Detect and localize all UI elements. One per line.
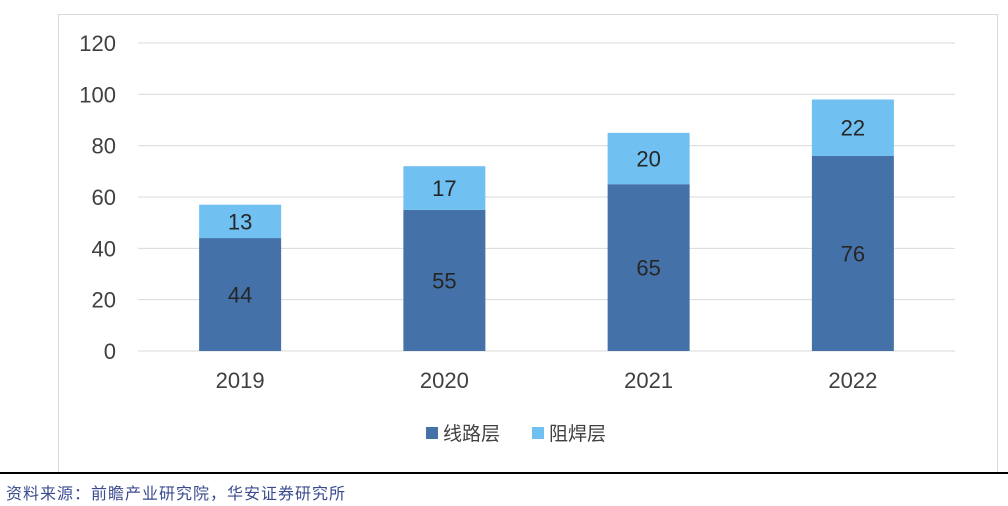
y-tick-label: 100 xyxy=(79,82,116,107)
y-axis-tick-labels: 0 20 40 60 80 100 120 xyxy=(79,31,116,364)
bar-2020-series-2 xyxy=(403,166,486,210)
data-label-2020-series-2: 17 xyxy=(432,176,456,201)
y-tick-label: 60 xyxy=(92,185,116,210)
bar-2021-series-1 xyxy=(607,184,690,351)
y-tick-label: 80 xyxy=(92,134,116,159)
y-tick-label: 20 xyxy=(92,288,116,313)
x-tick-label-2020: 2020 xyxy=(420,368,469,393)
legend-swatch-series-1 xyxy=(426,427,438,439)
x-tick-label-2021: 2021 xyxy=(624,368,673,393)
bar-2019-series-2 xyxy=(199,204,282,239)
x-tick-label-2019: 2019 xyxy=(216,368,265,393)
legend-label-series-2: 阻焊层 xyxy=(549,423,606,445)
chart-frame xyxy=(58,14,998,472)
bottom-rule xyxy=(0,472,1008,474)
y-tick-label: 120 xyxy=(79,31,116,56)
bar-2022-series-2 xyxy=(811,99,894,156)
stacked-bar-chart: 0 20 40 60 80 100 120 44 13 55 17 65 20 76 22 2019 202… xyxy=(79,31,955,445)
data-labels: 44 13 55 17 65 20 76 22 xyxy=(228,116,865,308)
bar-2022-series-1 xyxy=(811,155,894,351)
legend: 线路层 阻焊层 xyxy=(426,423,606,445)
x-tick-label-2022: 2022 xyxy=(828,368,877,393)
data-label-2019-series-1: 44 xyxy=(228,283,252,308)
bars xyxy=(199,99,894,351)
legend-label-series-1: 线路层 xyxy=(443,423,500,445)
data-label-2021-series-1: 65 xyxy=(636,256,660,281)
x-axis-tick-labels: 2019 2020 2021 2022 xyxy=(216,368,878,393)
data-label-2022-series-1: 76 xyxy=(841,241,865,266)
bar-2021-series-2 xyxy=(607,132,690,185)
y-tick-label: 40 xyxy=(92,236,116,261)
legend-swatch-series-2 xyxy=(532,427,544,439)
bar-2019-series-1 xyxy=(199,238,282,351)
data-label-2019-series-2: 13 xyxy=(228,209,252,234)
data-label-2022-series-2: 22 xyxy=(841,116,865,141)
data-label-2021-series-2: 20 xyxy=(636,147,660,172)
data-label-2020-series-1: 55 xyxy=(432,268,456,293)
bar-2020-series-1 xyxy=(403,209,486,351)
source-note: 资料来源：前瞻产业研究院，华安证券研究所 xyxy=(6,484,347,503)
y-tick-label: 0 xyxy=(104,339,116,364)
